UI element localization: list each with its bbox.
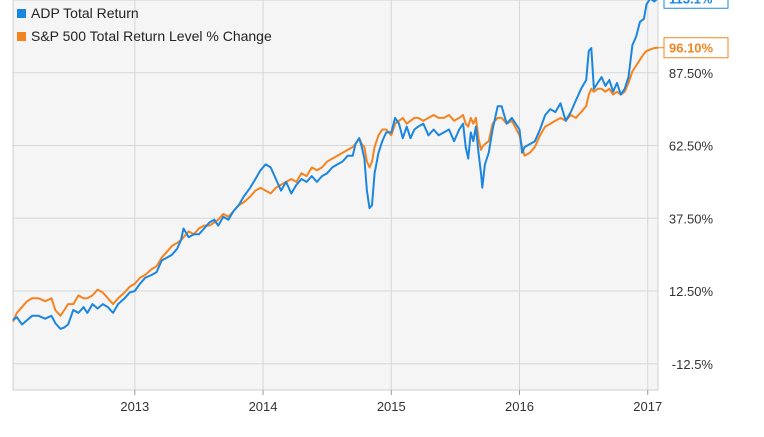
legend-swatch (17, 9, 26, 18)
axes: -12.5% 12.50% 37.50% 62.50% 87.50% 2013 2014 20… (120, 66, 713, 414)
legend-label: S&P 500 Total Return Level % Change (31, 28, 272, 44)
end-label-value: 113.1% (669, 0, 713, 6)
grid (13, 0, 658, 390)
x-tick-label: 2014 (249, 399, 278, 414)
legend-swatch (17, 32, 26, 41)
x-tick-label: 2015 (377, 399, 406, 414)
legend: ADP Total Return S&P 500 Total Return Lev… (17, 5, 272, 44)
x-tick-label: 2013 (120, 399, 149, 414)
end-label-box (663, 37, 729, 59)
y-tick-label: -12.5% (672, 357, 714, 372)
end-labels: 113.1% 96.10% (658, 0, 729, 59)
x-tick-label: 2016 (505, 399, 534, 414)
y-tick-label: 87.50% (669, 66, 714, 81)
plot-background (12, 0, 659, 391)
series-lines (12, 0, 659, 330)
y-tick-label: 12.50% (669, 284, 714, 299)
end-label-box (663, 0, 729, 9)
x-tick-label: 2017 (633, 399, 662, 414)
series-line-adp (12, 0, 658, 330)
end-label-value: 96.10% (669, 41, 714, 56)
y-tick-label: 62.50% (669, 139, 714, 154)
legend-label: ADP Total Return (31, 5, 139, 21)
y-tick-label: 37.50% (669, 211, 714, 226)
